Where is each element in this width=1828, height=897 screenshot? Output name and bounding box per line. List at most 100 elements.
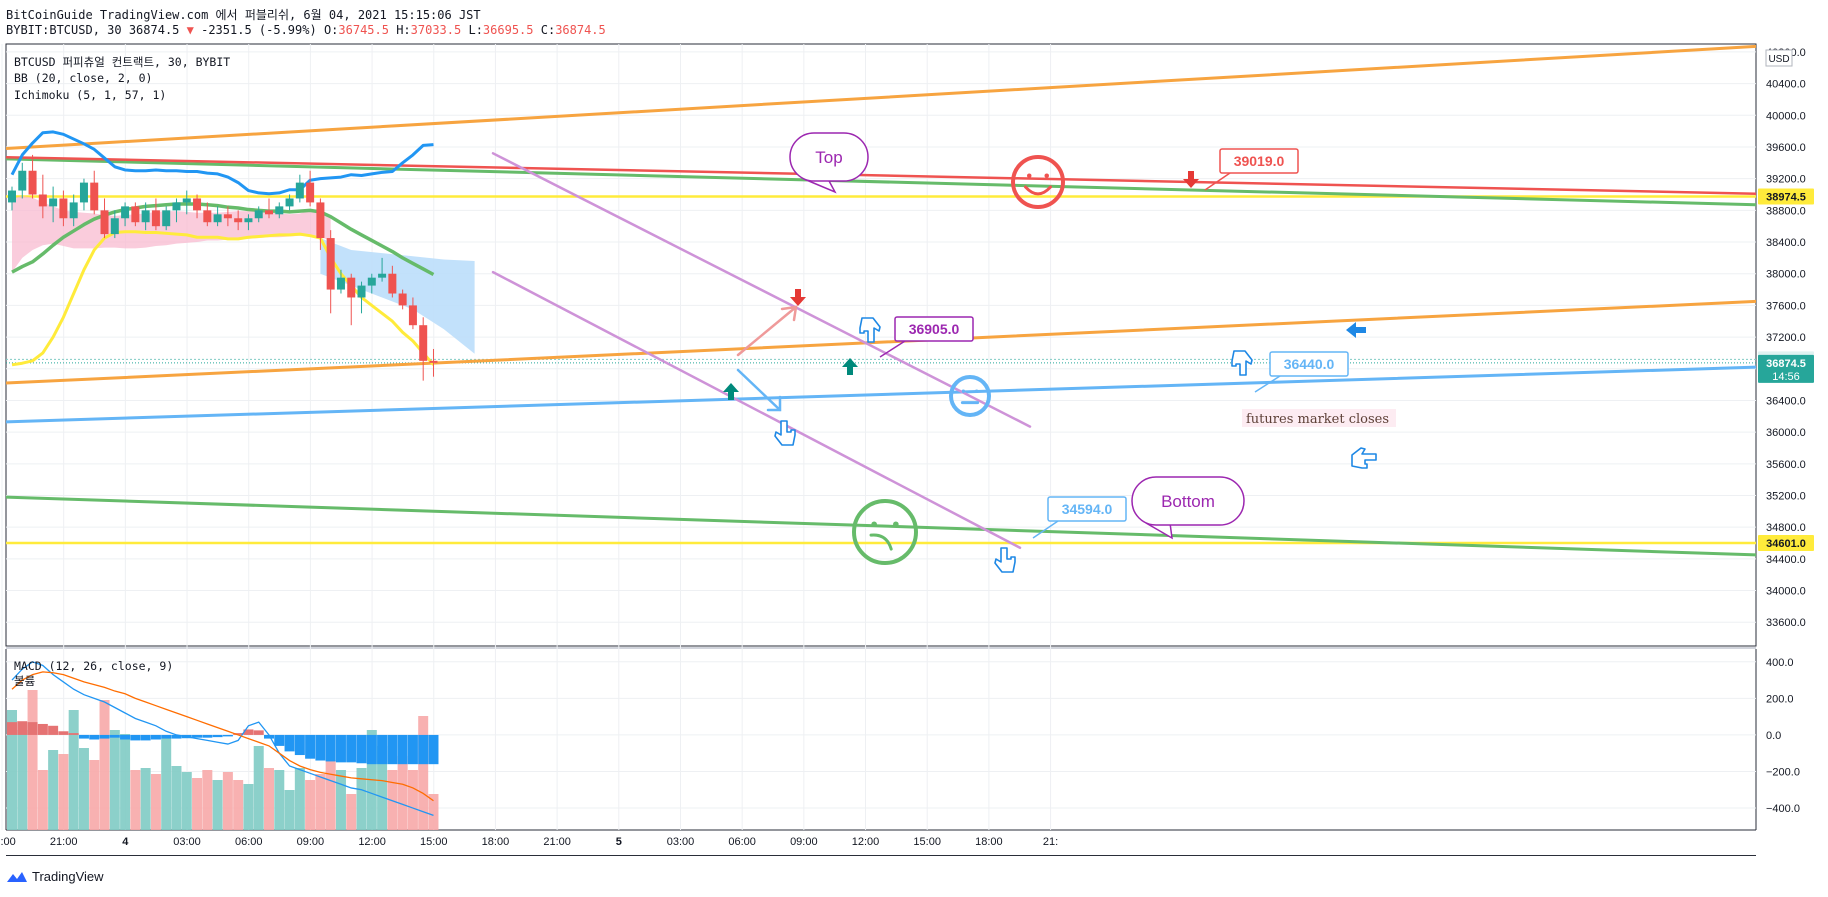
volume-legend[interactable]: 볼륨 [14, 674, 36, 688]
blue-trendline[interactable] [6, 365, 1756, 424]
candle-up[interactable] [244, 218, 253, 223]
candle-down[interactable] [408, 305, 417, 326]
candle-down[interactable] [59, 198, 68, 219]
label-34594[interactable]: 34594.0 [1062, 501, 1113, 517]
hand-pointer-icon[interactable] [859, 317, 881, 343]
candle-down[interactable] [223, 214, 232, 219]
macd-legend[interactable]: MACD (12, 26, close, 9) [14, 659, 174, 673]
candle-up[interactable] [295, 182, 304, 199]
callout-bottom-bubble[interactable] [1131, 476, 1245, 526]
orange-trendline-lower[interactable] [6, 299, 1756, 385]
arrow-up-icon[interactable] [723, 383, 739, 400]
candle-down[interactable] [193, 198, 202, 211]
label-36905-box[interactable] [894, 316, 974, 342]
candle-up[interactable] [213, 214, 222, 223]
callout-top-tail [803, 178, 837, 194]
label-39019-box[interactable] [1219, 148, 1299, 174]
candle-up[interactable] [79, 182, 88, 203]
callout-bottom[interactable]: Bottom [1161, 492, 1215, 511]
time-tick-label: 09:00 [790, 836, 818, 848]
arrow-down-icon[interactable] [790, 289, 806, 306]
green-trendline-lower[interactable] [6, 495, 1756, 557]
hand-pointer-icon[interactable] [1231, 350, 1253, 376]
candle-down[interactable] [90, 182, 99, 211]
candle-down[interactable] [100, 210, 109, 235]
arrow-up-icon[interactable] [842, 358, 858, 375]
orange-trendline-upper[interactable] [6, 44, 1756, 151]
hand-pointer-icon[interactable] [1351, 447, 1377, 469]
candle-up[interactable] [8, 190, 16, 203]
candle-down[interactable] [28, 170, 37, 195]
candle-down[interactable] [38, 194, 47, 207]
bollinger-upper-band [10, 130, 434, 196]
arrow-down-icon[interactable] [1183, 171, 1199, 188]
candle-down[interactable] [234, 218, 243, 223]
label-39019[interactable]: 39019.0 [1234, 153, 1285, 169]
candle-up[interactable] [254, 210, 263, 219]
note-futures-market-closes[interactable]: futures market closes [1246, 412, 1389, 427]
candle-up[interactable] [18, 170, 27, 191]
macd-pane[interactable] [7, 661, 439, 830]
hand-pointer-icon[interactable] [774, 420, 796, 446]
label-36440-box[interactable] [1269, 351, 1349, 377]
candle-down[interactable] [326, 238, 335, 290]
candle-up[interactable] [357, 285, 366, 298]
candle-down[interactable] [131, 206, 140, 223]
candle-down[interactable] [398, 293, 407, 306]
high-label: H: [396, 23, 411, 37]
hand-pointer-icon-shape [1351, 447, 1377, 469]
red-resistance-line[interactable] [6, 156, 1756, 195]
candle-down[interactable] [429, 360, 438, 363]
candle-down[interactable] [306, 182, 315, 203]
candle-up[interactable] [378, 273, 387, 278]
hand-pointer-icon[interactable] [994, 547, 1016, 573]
candle-down[interactable] [419, 325, 428, 361]
candle-up[interactable] [49, 198, 58, 207]
tradingview-brand[interactable]: TradingView [6, 869, 104, 884]
drawings[interactable]: 39019.0 36905.0 36440.0 34594.0 Top Bottom fut… [723, 132, 1396, 573]
green-trendline-upper[interactable] [6, 157, 1756, 207]
bb-legend[interactable]: BB (20, close, 2, 0) [14, 71, 153, 85]
candle-up[interactable] [162, 210, 171, 227]
label-36905[interactable]: 36905.0 [909, 321, 960, 337]
price-tick-label: 38400.0 [1766, 237, 1806, 249]
time-tick-label: 15:00 [913, 836, 941, 848]
candle-up[interactable] [367, 277, 376, 286]
smiley-happy-icon[interactable] [1011, 155, 1065, 209]
candle-down[interactable] [265, 210, 273, 215]
label-34594-box[interactable] [1047, 496, 1127, 522]
violet-channel-top[interactable] [491, 152, 1032, 428]
smiley-wry-icon[interactable] [852, 499, 918, 565]
volume-bar [325, 760, 336, 830]
candle-down[interactable] [347, 277, 356, 298]
time-tick-label: 4 [122, 836, 129, 848]
candle-up[interactable] [285, 198, 294, 207]
projection-arrow-down[interactable] [736, 368, 782, 412]
volume-bar [171, 766, 182, 830]
projection-arrow-up[interactable] [736, 305, 798, 357]
candle-down[interactable] [388, 273, 397, 294]
price-pane[interactable] [6, 44, 1756, 557]
label-36440[interactable]: 36440.0 [1284, 356, 1335, 372]
main-series-legend[interactable]: BTCUSD 퍼피츄얼 컨트랙트, 30, BYBIT [14, 55, 231, 69]
candle-up[interactable] [275, 206, 284, 215]
candle-up[interactable] [110, 218, 119, 235]
candle-up[interactable] [182, 198, 191, 203]
candle-up[interactable] [141, 210, 150, 223]
candle-up[interactable] [172, 202, 181, 211]
violet-channel-bottom[interactable] [491, 270, 1022, 550]
candle-up[interactable] [69, 202, 78, 219]
candle-down[interactable] [316, 202, 325, 239]
callout-top-bubble[interactable] [789, 132, 869, 182]
candle-down[interactable] [151, 210, 160, 227]
candle-down[interactable] [203, 210, 212, 223]
candle-up[interactable] [336, 277, 345, 290]
time-axis-bottom [6, 855, 1756, 856]
smiley-neutral-icon[interactable] [949, 375, 991, 417]
arrow-left-icon[interactable] [1346, 322, 1366, 338]
ichimoku-legend[interactable]: Ichimoku (5, 1, 57, 1) [14, 88, 167, 102]
callout-top[interactable]: Top [815, 148, 842, 167]
candle-up[interactable] [121, 206, 130, 219]
currency-badge [1765, 49, 1793, 67]
